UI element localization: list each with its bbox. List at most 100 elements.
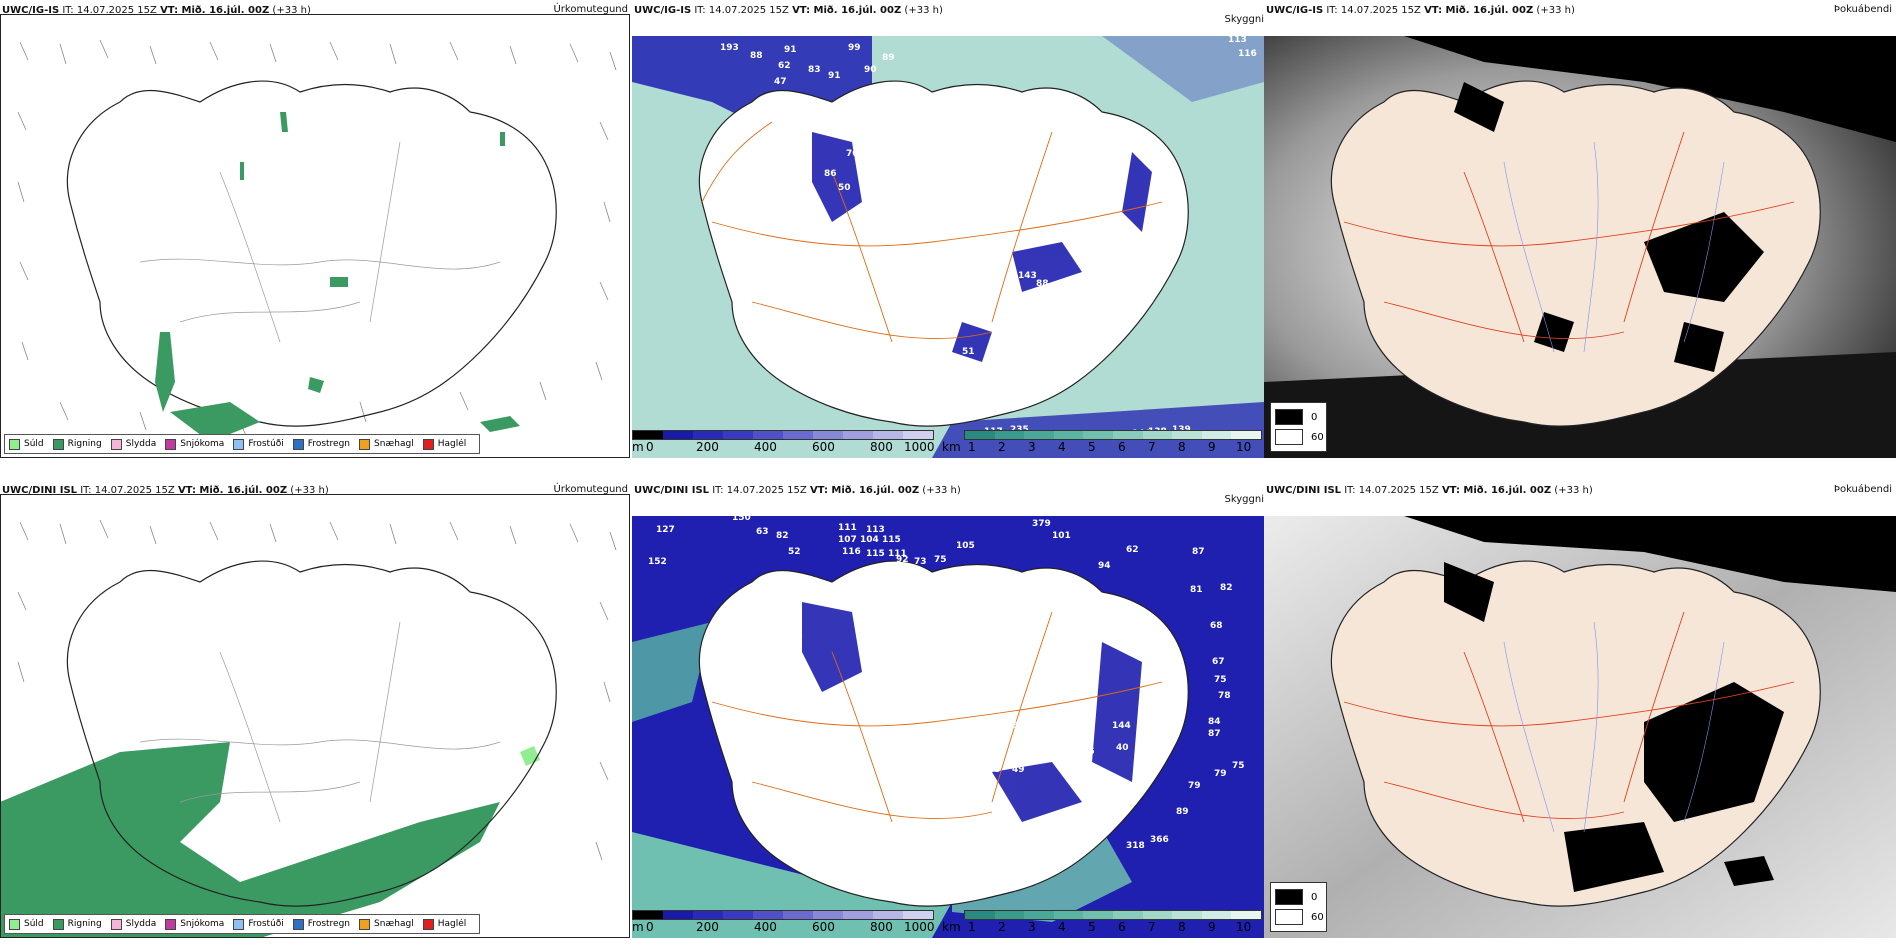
legend-item: Slydda xyxy=(110,918,156,930)
legend-item: Frostúði xyxy=(233,918,284,930)
visibility-colorbar: km 1 2 3 4 5 6 7 8 9 10 xyxy=(942,908,1262,936)
svg-text:52: 52 xyxy=(788,547,801,557)
svg-text:79: 79 xyxy=(1188,781,1201,791)
visibility-tick: 1 xyxy=(968,440,976,454)
svg-text:82: 82 xyxy=(776,531,789,541)
svg-text:65: 65 xyxy=(780,577,793,587)
ceiling-tick: 400 xyxy=(754,440,777,454)
ceiling-unit: m xyxy=(632,440,644,454)
valid-time: VT: Mið. 16.júl. 00Z xyxy=(792,5,902,16)
svg-text:115: 115 xyxy=(866,549,885,559)
svg-text:113: 113 xyxy=(866,525,885,535)
svg-text:105: 105 xyxy=(956,541,975,551)
ceiling-colorbar-scale xyxy=(632,910,934,920)
low-ceiling-areas xyxy=(802,602,1142,822)
init-time: IT: 14.07.2025 15Z xyxy=(694,5,789,16)
ceiling-unit: m xyxy=(632,920,644,934)
fog-legend-low: 0 xyxy=(1311,411,1318,423)
svg-text:116: 116 xyxy=(1238,49,1257,59)
product-label: Þokuábendi xyxy=(1833,484,1892,495)
fog-legend: 0 60 xyxy=(1270,882,1327,932)
legend-item: Rigning xyxy=(52,918,102,930)
fog-map xyxy=(1264,516,1896,938)
ceiling-tick: 0 xyxy=(646,440,654,454)
panel-header: UWC/DINI ISL IT: 14.07.2025 15Z VT: Mið.… xyxy=(0,480,632,502)
svg-text:88: 88 xyxy=(750,51,763,61)
visibility-tick: 8 xyxy=(1178,440,1186,454)
product-label: Skyggni xyxy=(1224,494,1264,505)
panel-header: UWC/IG-IS IT: 14.07.2025 15Z VT: Mið. 16… xyxy=(1264,0,1896,22)
panel-dini-precip: UWC/DINI ISL IT: 14.07.2025 15Z VT: Mið.… xyxy=(0,480,632,938)
iceland-coastline xyxy=(66,560,557,907)
lead-time: (+33 h) xyxy=(272,5,311,16)
panel-igis-visibility: UWC/IG-IS IT: 14.07.2025 15Z VT: Mið. 16… xyxy=(632,0,1264,458)
panel-dini-fog: UWC/DINI ISL IT: 14.07.2025 15Z VT: Mið.… xyxy=(1264,480,1896,938)
svg-text:41: 41 xyxy=(912,837,925,847)
ceiling-colorbar-scale xyxy=(632,430,934,440)
svg-text:89: 89 xyxy=(800,97,813,107)
svg-text:92: 92 xyxy=(896,555,909,565)
visibility-tick: 4 xyxy=(1058,440,1066,454)
svg-text:99: 99 xyxy=(844,581,857,591)
road-network xyxy=(701,121,1163,343)
visibility-unit: km xyxy=(942,440,961,454)
fog-legend: 0 60 xyxy=(1270,402,1327,452)
visibility-tick: 8 xyxy=(1178,920,1186,934)
ceiling-colorbar: m 0 200 400 600 800 1000 xyxy=(632,908,942,936)
legend-item: Slydda xyxy=(110,438,156,450)
lead-time: (+33 h) xyxy=(1536,5,1575,16)
product-label: Úrkomutegund xyxy=(553,4,628,15)
svg-text:111: 111 xyxy=(838,523,857,533)
valid-time: VT: Mið. 16.júl. 00Z xyxy=(809,485,920,496)
model-name: UWC/DINI ISL xyxy=(634,485,710,496)
ceiling-colorbar: m 0 200 400 600 800 1000 xyxy=(632,428,942,456)
fog-legend-low: 0 xyxy=(1311,891,1318,903)
svg-text:50: 50 xyxy=(838,183,851,193)
svg-text:379: 379 xyxy=(1032,519,1051,529)
rain-areas xyxy=(0,742,500,938)
init-time: IT: 14.07.2025 15Z xyxy=(1344,485,1439,496)
svg-text:87: 87 xyxy=(1208,729,1221,739)
rivers xyxy=(1503,621,1725,833)
svg-text:69: 69 xyxy=(884,111,897,121)
svg-text:89: 89 xyxy=(1176,807,1189,817)
svg-text:62: 62 xyxy=(1126,545,1139,555)
valid-time: VT: Mið. 16.júl. 00Z xyxy=(177,485,288,496)
visibility-tick: 3 xyxy=(1028,920,1036,934)
legend-item: Frostúði xyxy=(233,438,284,450)
svg-text:71: 71 xyxy=(876,579,889,589)
visibility-tick: 9 xyxy=(1208,440,1216,454)
svg-text:88: 88 xyxy=(1036,279,1049,289)
visibility-tick: 4 xyxy=(1058,920,1066,934)
legend-item: Snjókoma xyxy=(165,438,224,450)
fog-map xyxy=(1264,36,1896,458)
valid-time: VT: Mið. 16.júl. 00Z xyxy=(160,5,270,16)
precip-map xyxy=(0,519,617,938)
svg-text:55: 55 xyxy=(960,799,973,809)
valid-time: VT: Mið. 16.júl. 00Z xyxy=(1441,485,1552,496)
precip-type-legend: Súld Rigning Slydda Snjókoma Frostúði Fr… xyxy=(4,434,481,454)
product-label: Skyggni xyxy=(1224,14,1264,25)
init-time: IT: 14.07.2025 15Z xyxy=(80,485,175,496)
legend-item: Frostregn xyxy=(292,438,350,450)
panel-igis-precip: UWC/IG-IS IT: 14.07.2025 15Z VT: Mið. 16… xyxy=(0,0,632,458)
svg-text:152: 152 xyxy=(648,557,667,567)
svg-text:47: 47 xyxy=(774,77,787,87)
road-network xyxy=(1343,611,1795,823)
svg-text:60: 60 xyxy=(790,633,803,643)
legend-item: Snjókoma xyxy=(165,918,224,930)
svg-text:81: 81 xyxy=(788,665,801,675)
svg-text:82: 82 xyxy=(1220,583,1233,593)
product-label: Þokuábendi xyxy=(1833,4,1892,15)
visibility-tick: 6 xyxy=(1118,440,1126,454)
legend-item: Snæhagl xyxy=(359,918,414,930)
visibility-tick: 7 xyxy=(1148,440,1156,454)
svg-text:107: 107 xyxy=(838,535,857,545)
road-network xyxy=(711,611,1163,823)
svg-text:63: 63 xyxy=(756,527,769,537)
svg-text:87: 87 xyxy=(1192,547,1205,557)
svg-text:77: 77 xyxy=(1042,751,1055,761)
svg-text:68: 68 xyxy=(1210,621,1223,631)
svg-text:113: 113 xyxy=(1112,793,1131,803)
